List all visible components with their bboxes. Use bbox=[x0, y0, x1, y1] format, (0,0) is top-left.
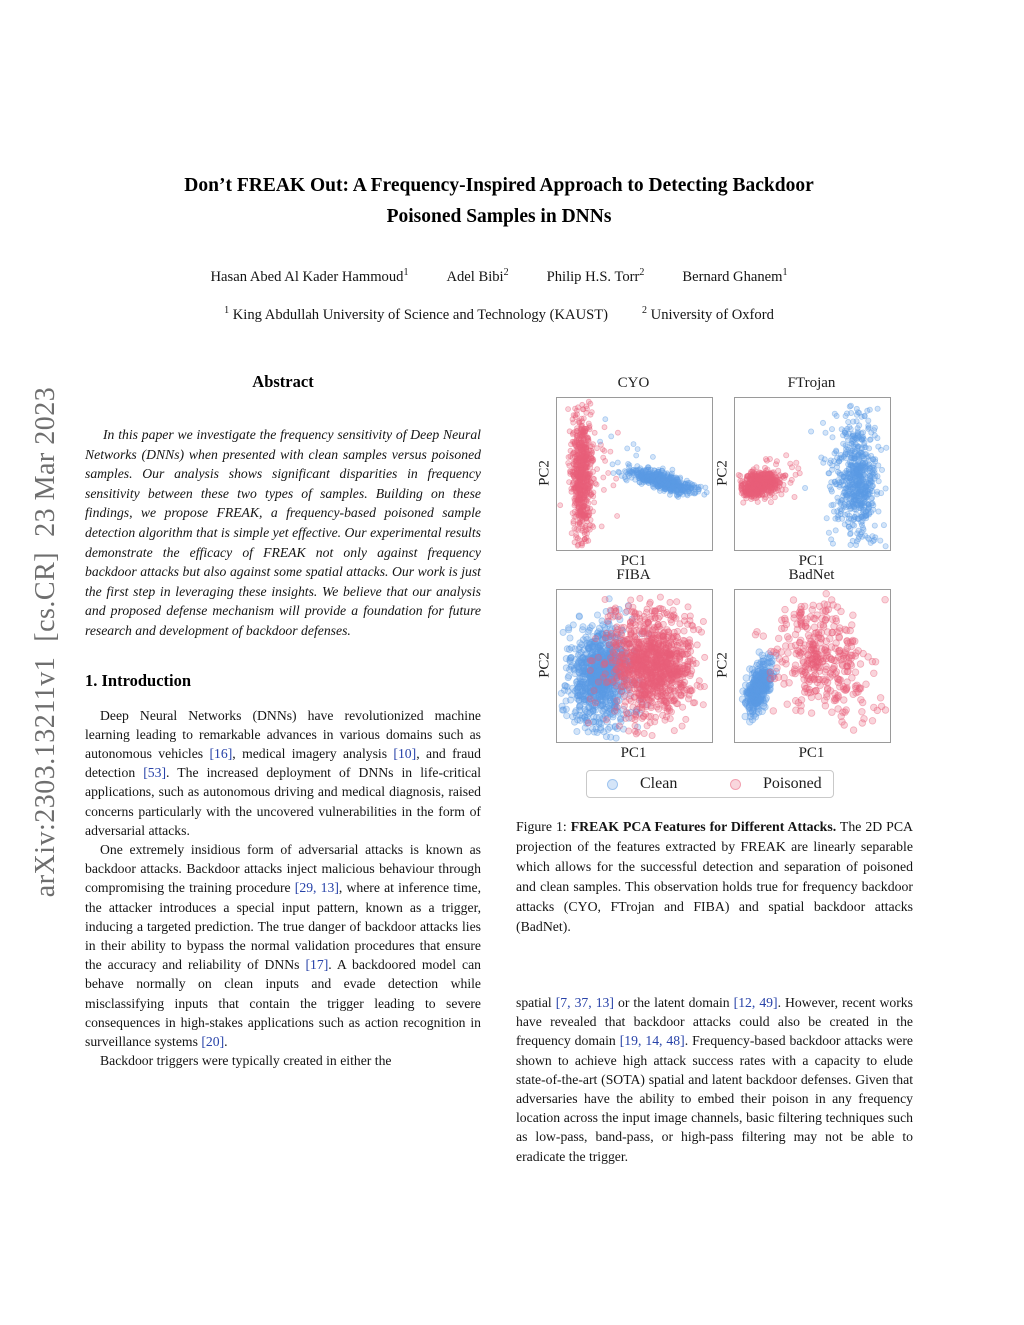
right-column: CYO PC2 PC1 FTrojan PC2 PC1 FIBA PC2 PC1… bbox=[516, 365, 913, 1225]
y-axis-label: PC2 bbox=[714, 652, 731, 678]
author: Bernard Ghanem1 bbox=[682, 267, 788, 285]
affiliation: 2 University of Oxford bbox=[642, 305, 774, 323]
citation-link[interactable]: [10] bbox=[393, 745, 417, 761]
y-axis-label: PC2 bbox=[536, 652, 553, 678]
scatter-plot-badnet bbox=[734, 589, 891, 743]
affiliation: 1 King Abdullah University of Science an… bbox=[224, 305, 608, 323]
page-title-line2: Poisoned Samples in DNNs bbox=[386, 206, 612, 227]
abstract-text: In this paper we investigate the frequen… bbox=[85, 427, 481, 638]
citation-link[interactable]: [16] bbox=[209, 745, 233, 761]
citation-link[interactable]: [29, 13] bbox=[294, 880, 339, 896]
right-column-paragraph: spatial [7, 37, 13] or the latent domain… bbox=[516, 995, 913, 1164]
legend-item-poisoned: Poisoned bbox=[710, 775, 833, 793]
section-heading-introduction: 1. Introduction bbox=[85, 670, 192, 690]
subplot-title-cyo: CYO bbox=[617, 375, 650, 391]
arxiv-stamp: arXiv:2303.13211v1 [cs.CR] 23 Mar 2023 bbox=[30, 386, 61, 898]
intro-paragraph-3: Backdoor triggers were typically created… bbox=[100, 1053, 392, 1069]
scatter-plot-ftrojan bbox=[734, 397, 891, 551]
citation-link[interactable]: [19, 14, 48] bbox=[619, 1033, 685, 1049]
scatter-plot-cyo bbox=[556, 397, 713, 551]
author: Adel Bibi2 bbox=[446, 267, 509, 285]
citation-link[interactable]: [17] bbox=[305, 957, 329, 973]
x-axis-label: PC1 bbox=[620, 745, 647, 761]
citation-link[interactable]: [20] bbox=[201, 1033, 225, 1049]
subplot-title-fiba: FIBA bbox=[616, 567, 651, 583]
subplot-fiba: FIBA PC2 PC1 bbox=[523, 567, 715, 769]
figure-caption: Figure 1: FREAK PCA Features for Differe… bbox=[516, 819, 914, 934]
intro-paragraph-1: Deep Neural Networks (DNNs) have revolut… bbox=[85, 707, 482, 838]
left-column: Abstract In this paper we investigate th… bbox=[85, 372, 481, 1070]
subplot-title-badnet: BadNet bbox=[788, 567, 835, 583]
subplot-title-ftrojan: FTrojan bbox=[787, 375, 836, 391]
legend-item-clean: Clean bbox=[587, 775, 710, 793]
citation-link[interactable]: [7, 37, 13] bbox=[555, 995, 614, 1010]
citation-link[interactable]: [53] bbox=[143, 765, 167, 781]
x-axis-label: PC1 bbox=[620, 553, 647, 569]
figure-1: CYO PC2 PC1 FTrojan PC2 PC1 FIBA PC2 PC1… bbox=[516, 365, 913, 810]
subplot-cyo: CYO PC2 PC1 bbox=[523, 375, 715, 577]
clean-marker-icon bbox=[607, 778, 618, 790]
page-title: Don’t FREAK Out: A Frequency-Inspired Ap… bbox=[85, 170, 913, 232]
figure-legend: Clean Poisoned bbox=[586, 770, 834, 798]
x-axis-label: PC1 bbox=[798, 553, 825, 569]
page-title-line1: Don’t FREAK Out: A Frequency-Inspired Ap… bbox=[184, 175, 814, 196]
citation-link[interactable]: [12, 49] bbox=[733, 995, 778, 1010]
legend-label-clean: Clean bbox=[640, 775, 678, 792]
legend-label-poisoned: Poisoned bbox=[763, 775, 822, 792]
y-axis-label: PC2 bbox=[536, 460, 553, 486]
poisoned-marker-icon bbox=[730, 778, 741, 790]
y-axis-label: PC2 bbox=[714, 460, 731, 486]
author: Philip H.S. Torr2 bbox=[546, 267, 645, 285]
subplot-badnet: BadNet PC2 PC1 bbox=[701, 567, 893, 769]
intro-paragraph-2: One extremely insidious form of adversar… bbox=[85, 841, 481, 1049]
abstract-heading: Abstract bbox=[252, 372, 314, 391]
author-list: Hasan Abed Al Kader Hammoud1 Adel Bibi2 Ph… bbox=[85, 267, 913, 286]
scatter-plot-fiba bbox=[556, 589, 713, 743]
x-axis-label: PC1 bbox=[798, 745, 825, 761]
affiliation-list: 1 King Abdullah University of Science an… bbox=[85, 305, 913, 324]
author: Hasan Abed Al Kader Hammoud1 bbox=[210, 267, 409, 285]
subplot-ftrojan: FTrojan PC2 PC1 bbox=[701, 375, 893, 577]
